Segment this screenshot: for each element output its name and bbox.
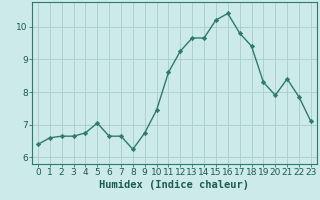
X-axis label: Humidex (Indice chaleur): Humidex (Indice chaleur): [100, 180, 249, 190]
